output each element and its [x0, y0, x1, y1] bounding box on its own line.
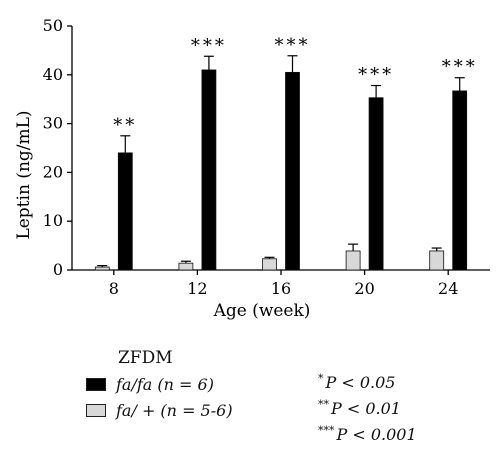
legend-item-fa-plus: fa/ + (n = 5-6) — [86, 401, 233, 420]
significance-stars: ** — [318, 398, 329, 411]
significance-label: ** — [113, 115, 137, 136]
x-axis-label: Age (week) — [213, 301, 311, 321]
bar — [368, 97, 384, 271]
significance-stars: *** — [318, 424, 335, 437]
chart-axes: 0 10 20 30 40 50 8 12 16 20 24 — [43, 16, 490, 298]
y-axis-label: Leptin (ng/mL) — [14, 110, 34, 239]
significance-label: *** — [358, 65, 394, 86]
bar — [94, 266, 110, 271]
chart-bars: ***** ****** *** — [94, 35, 478, 271]
legend-label: fa/ + (n = 5-6) — [116, 401, 233, 420]
y-tick-label: 0 — [53, 260, 63, 279]
bar — [178, 262, 194, 271]
significance-key-3: *** P < 0.001 — [318, 424, 417, 444]
x-tick-label: 12 — [187, 279, 207, 298]
x-tick-label: 16 — [271, 279, 291, 298]
y-tick-label: 10 — [43, 211, 63, 230]
significance-stars: * — [318, 372, 324, 385]
bar — [117, 152, 133, 271]
bar — [201, 69, 217, 271]
significance-key-1: * P < 0.05 — [318, 372, 395, 392]
significance-text: P < 0.01 — [331, 399, 401, 418]
y-tick-label: 20 — [43, 162, 63, 181]
y-tick-label: 50 — [43, 16, 63, 35]
x-tick-label: 24 — [438, 279, 458, 298]
legend-item-fa-fa: fa/fa (n = 6) — [86, 375, 214, 394]
x-tick-label: 8 — [109, 279, 119, 298]
significance-key-2: ** P < 0.01 — [318, 398, 401, 418]
y-tick-label: 30 — [43, 114, 63, 133]
x-tick-label: 20 — [354, 279, 374, 298]
legend-title: ZFDM — [118, 348, 173, 368]
significance-label: *** — [442, 57, 478, 78]
bar — [452, 90, 468, 271]
legend-swatch-gray — [86, 404, 106, 417]
bar — [345, 250, 361, 271]
legend-label: fa/fa (n = 6) — [116, 375, 214, 394]
bar — [285, 71, 300, 271]
significance-text: P < 0.05 — [325, 373, 396, 392]
y-tick-label: 40 — [43, 65, 63, 84]
legend-swatch-black — [86, 378, 106, 391]
bar — [262, 258, 277, 271]
significance-text: P < 0.001 — [336, 425, 417, 444]
significance-label: *** — [191, 35, 227, 56]
significance-label: *** — [275, 35, 311, 56]
bar — [429, 250, 445, 271]
